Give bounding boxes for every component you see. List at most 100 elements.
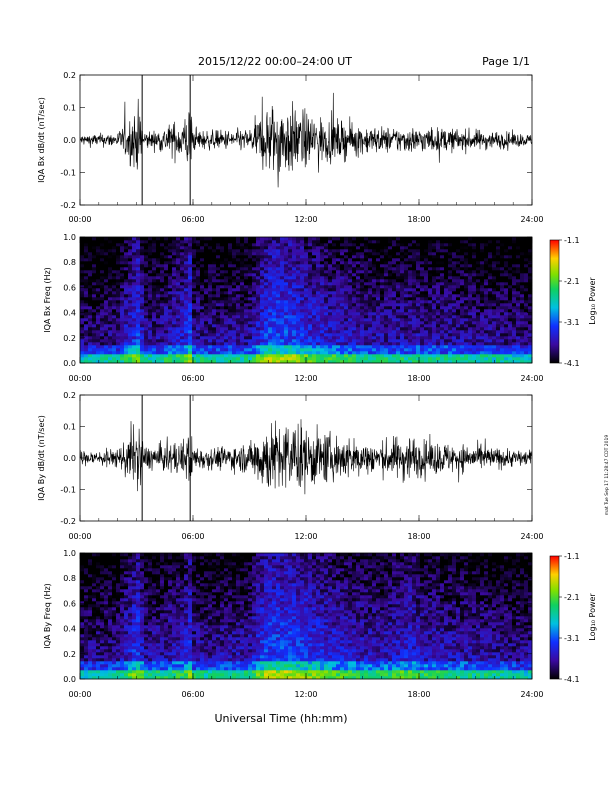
heat-cell xyxy=(136,249,141,253)
heat-cell xyxy=(248,261,253,265)
heat-cell xyxy=(356,303,361,307)
heat-cell xyxy=(296,327,301,331)
heat-cell xyxy=(128,291,133,295)
heat-cell xyxy=(96,330,101,334)
heat-cell xyxy=(188,321,193,325)
heat-cell xyxy=(292,276,297,280)
heat-cell xyxy=(152,246,157,250)
heat-cell xyxy=(112,252,117,256)
heat-cell xyxy=(168,324,173,328)
heat-cell xyxy=(260,291,265,295)
heat-cell xyxy=(80,252,85,256)
heat-cell xyxy=(440,348,445,352)
heat-cell xyxy=(400,297,405,301)
heat-cell xyxy=(416,306,421,310)
heat-cell xyxy=(436,333,441,337)
heat-cell xyxy=(392,276,397,280)
heat-cell xyxy=(492,300,497,304)
heat-cell xyxy=(116,345,121,349)
heat-cell xyxy=(288,318,293,322)
heat-cell xyxy=(508,237,513,241)
heat-cell xyxy=(248,312,253,316)
heat-cell xyxy=(84,261,89,265)
heat-cell xyxy=(276,288,281,292)
heat-cell xyxy=(496,360,501,364)
heat-cell xyxy=(112,339,117,343)
heat-cell xyxy=(84,348,89,352)
heat-cell xyxy=(296,312,301,316)
heat-cell xyxy=(212,240,217,244)
heat-cell xyxy=(376,354,381,358)
heat-cell xyxy=(292,261,297,265)
heat-cell xyxy=(500,237,505,241)
heat-cell xyxy=(388,237,393,241)
heat-cell xyxy=(520,312,525,316)
heat-cell xyxy=(308,306,313,310)
heat-cell xyxy=(80,324,85,328)
heat-cell xyxy=(320,291,325,295)
heat-cell xyxy=(396,306,401,310)
heat-cell xyxy=(212,324,217,328)
heat-cell xyxy=(188,324,193,328)
heat-cell xyxy=(436,303,441,307)
heat-cell xyxy=(484,294,489,298)
heat-cell xyxy=(460,276,465,280)
heat-cell xyxy=(400,291,405,295)
heat-cell xyxy=(464,357,469,361)
heat-cell xyxy=(228,294,233,298)
heat-cell xyxy=(216,351,221,355)
heat-cell xyxy=(184,309,189,313)
heat-cell xyxy=(352,357,357,361)
heat-cell xyxy=(404,264,409,268)
heat-cell xyxy=(484,243,489,247)
heat-cell xyxy=(184,348,189,352)
heat-cell xyxy=(80,646,85,650)
heat-cell xyxy=(228,246,233,250)
heat-cell xyxy=(360,276,365,280)
heat-cell xyxy=(432,318,437,322)
heat-cell xyxy=(524,246,529,250)
heat-cell xyxy=(520,321,525,325)
heat-cell xyxy=(180,243,185,247)
heat-cell xyxy=(308,273,313,277)
heat-cell xyxy=(176,351,181,355)
heat-cell xyxy=(160,333,165,337)
heat-cell xyxy=(432,279,437,283)
heat-cell xyxy=(168,345,173,349)
heat-cell xyxy=(252,330,257,334)
heat-cell xyxy=(488,330,493,334)
heat-cell xyxy=(364,276,369,280)
heat-cell xyxy=(296,273,301,277)
heat-cell xyxy=(324,339,329,343)
heat-cell xyxy=(488,267,493,271)
heat-cell xyxy=(320,354,325,358)
heat-cell xyxy=(400,324,405,328)
heat-cell xyxy=(180,282,185,286)
heat-cell xyxy=(144,270,149,274)
heat-cell xyxy=(232,261,237,265)
heat-cell xyxy=(244,300,249,304)
heat-cell xyxy=(360,303,365,307)
heat-cell xyxy=(472,345,477,349)
heat-cell xyxy=(352,336,357,340)
heat-cell xyxy=(384,300,389,304)
x-tick-labels: 00:00 06:00 12:00 18:00 24:00 xyxy=(68,395,544,541)
heat-cell xyxy=(364,330,369,334)
heat-cell xyxy=(384,321,389,325)
heat-cell xyxy=(176,306,181,310)
heat-cell xyxy=(220,294,225,298)
heat-cell xyxy=(88,354,93,358)
heat-cell xyxy=(488,342,493,346)
heat-cell xyxy=(80,273,85,277)
heat-cell xyxy=(424,333,429,337)
heat-cell xyxy=(344,240,349,244)
heat-cell xyxy=(212,333,217,337)
heat-cell xyxy=(432,348,437,352)
heat-cell xyxy=(352,345,357,349)
heat-cell xyxy=(520,267,525,271)
heat-cell xyxy=(324,321,329,325)
heat-cell xyxy=(312,294,317,298)
heat-cell xyxy=(80,586,85,590)
heat-cell xyxy=(216,303,221,307)
heat-cell xyxy=(148,294,153,298)
